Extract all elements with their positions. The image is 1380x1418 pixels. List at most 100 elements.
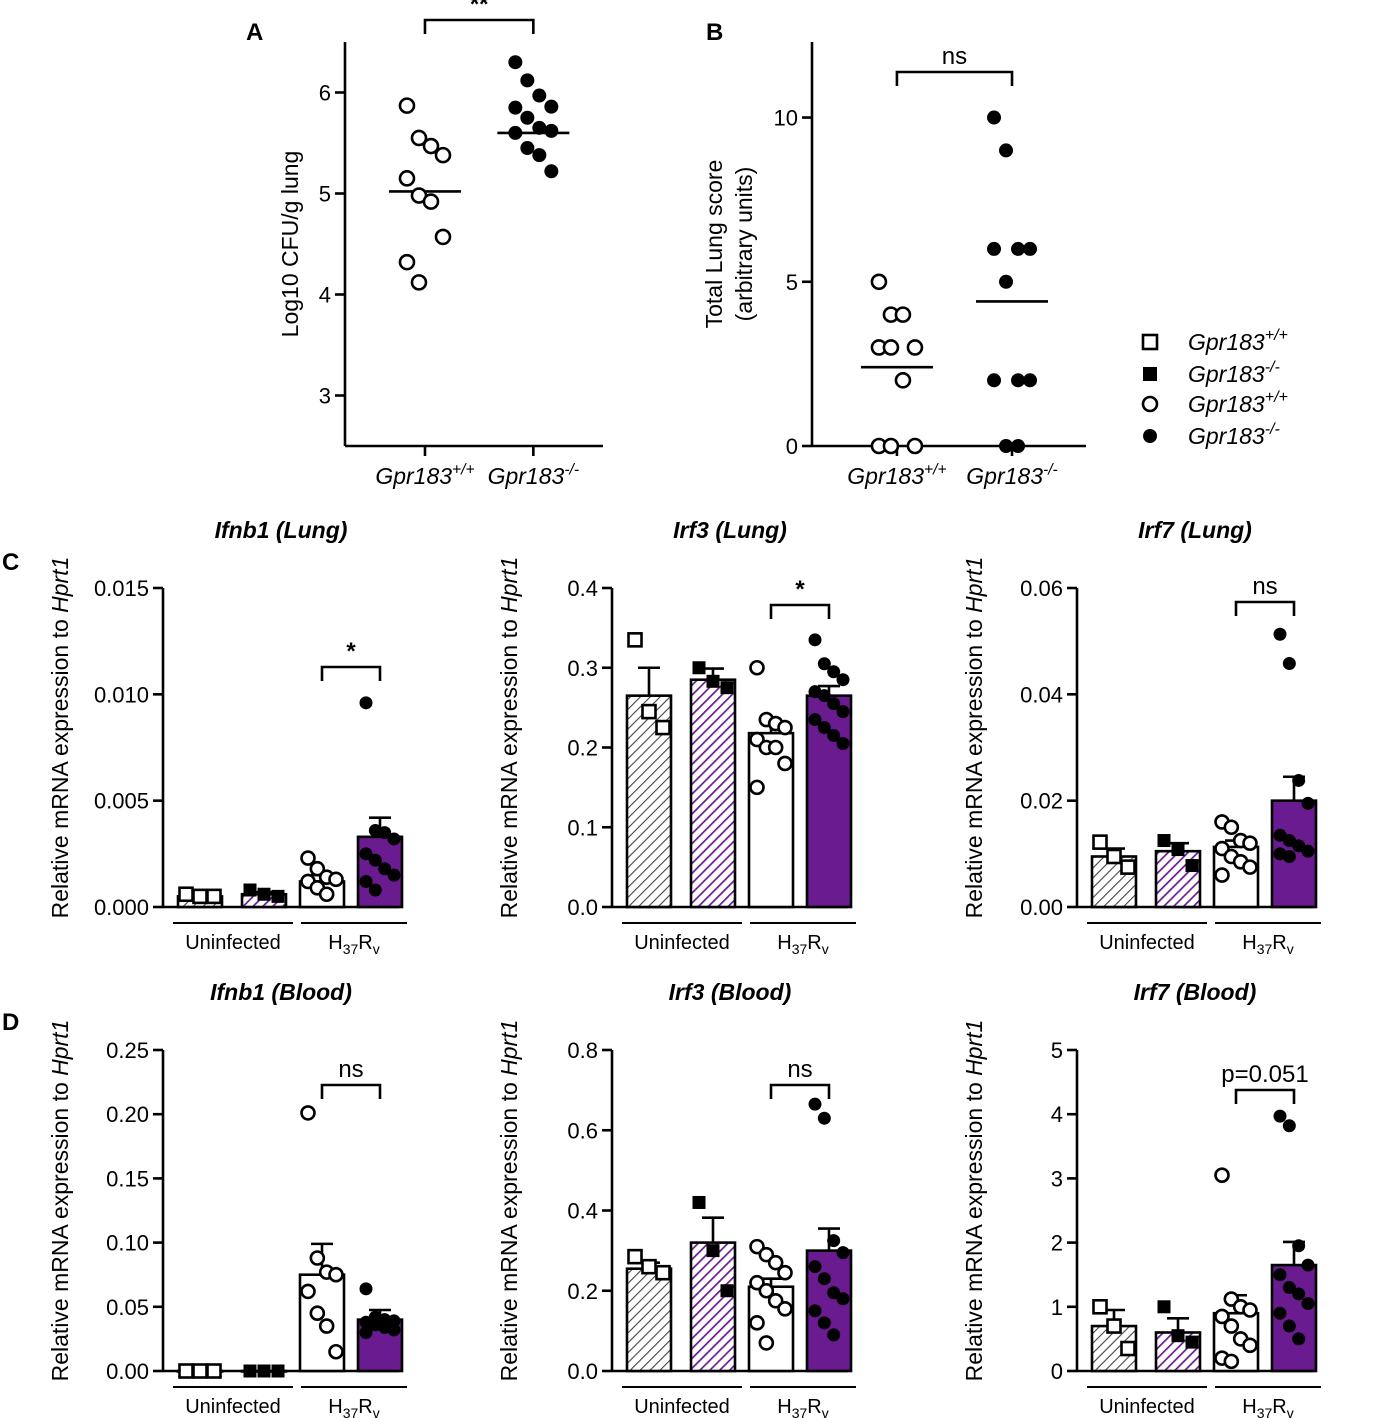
significance-bracket xyxy=(423,18,535,34)
data-point xyxy=(777,719,793,736)
data-point xyxy=(1011,241,1026,256)
data-point xyxy=(999,143,1014,158)
significance-label: ns xyxy=(338,1056,363,1083)
data-point xyxy=(1214,1167,1230,1183)
x-tick-label: Gpr183+/+ xyxy=(847,461,946,489)
legend-marker xyxy=(1143,367,1157,381)
chart-title: Irf7 (Blood) xyxy=(1134,979,1257,1005)
data-point xyxy=(520,141,535,156)
y-tick-label: 0.00 xyxy=(1020,895,1063,920)
y-tick-label: 0.0 xyxy=(567,1359,598,1384)
data-point xyxy=(1301,1258,1315,1272)
data-point xyxy=(808,1097,822,1111)
data-point xyxy=(1223,819,1240,836)
data-point xyxy=(1223,1318,1240,1334)
group-label-uninfected: Uninfected xyxy=(634,932,730,954)
significance-bracket xyxy=(769,1083,831,1099)
data-point xyxy=(655,1264,671,1281)
significance-bracket xyxy=(320,1083,382,1099)
chart-ifnb1-lung: 0.000 0.005 0.010 0.015 Ifnb1 (Lung) Relative… xyxy=(47,517,407,957)
significance-bracket xyxy=(769,603,831,619)
data-point xyxy=(544,123,559,138)
data-point xyxy=(359,874,373,888)
chart-panel-a: 3 4 5 6 Log10 CFU/g lung Gpr183+/+ Gpr183-/- ** xyxy=(277,0,603,489)
data-point xyxy=(1273,627,1287,641)
data-point xyxy=(808,633,822,647)
chart-irf7-lung: 0.00 0.02 0.04 0.06 Irf7 (Lung) Relative mRNA… xyxy=(961,517,1321,957)
data-point xyxy=(387,1314,401,1328)
y-axis-title: Relative mRNA expression to Hprt1 xyxy=(961,1020,987,1382)
data-point xyxy=(309,1250,326,1266)
y-tick-label: 0.010 xyxy=(94,682,149,707)
chart-panel-b: 0 5 10 Total Lung score (arbitrary units) Gpr… xyxy=(701,42,1086,489)
data-point xyxy=(882,339,900,356)
significance-label: ns xyxy=(787,1056,812,1083)
data-point xyxy=(1242,1302,1258,1318)
data-point xyxy=(817,657,831,671)
y-axis-title: Relative mRNA expression to Hprt1 xyxy=(961,557,987,919)
data-point xyxy=(1282,849,1296,863)
y-tick-label: 0.2 xyxy=(567,736,598,761)
group-label-h37rv: H37Rv xyxy=(777,932,828,957)
data-point xyxy=(767,1254,784,1271)
chart-irf7-blood: 0 1 2 3 4 5 Irf7 (Blood) Relative mRNA expressi… xyxy=(961,979,1321,1418)
y-tick-label: 0.2 xyxy=(567,1279,598,1304)
data-point xyxy=(827,1328,841,1342)
y-axis-title: Relative mRNA expression to Hprt1 xyxy=(496,557,522,919)
data-point xyxy=(1273,1268,1287,1282)
data-point xyxy=(520,110,535,125)
data-point xyxy=(817,1272,831,1286)
y-axis-title: Relative mRNA expression to Hprt1 xyxy=(47,1020,73,1382)
y-tick-label: 5 xyxy=(1051,1038,1063,1063)
data-point xyxy=(987,373,1002,388)
y-tick-label: 5 xyxy=(319,182,331,207)
data-point xyxy=(328,1343,344,1360)
data-point xyxy=(532,88,547,103)
data-point xyxy=(1120,859,1136,875)
data-point xyxy=(1106,848,1122,865)
y-axis-title: Log10 CFU/g lung xyxy=(277,151,303,338)
data-point xyxy=(422,193,440,210)
y-tick-label: 0.015 xyxy=(94,576,149,601)
y-axis-title: (arbitrary units) xyxy=(731,167,757,322)
data-point xyxy=(720,681,734,695)
y-axis-title: Relative mRNA expression to Hprt1 xyxy=(47,557,73,919)
data-point xyxy=(1214,1308,1230,1325)
data-point xyxy=(808,1304,822,1318)
data-point xyxy=(1120,1340,1136,1357)
data-point xyxy=(1011,373,1026,388)
data-point xyxy=(1242,859,1258,875)
significance-bracket xyxy=(1234,1088,1296,1104)
data-point xyxy=(309,1305,326,1322)
chart-title: Ifnb1 (Blood) xyxy=(210,979,352,1005)
data-point xyxy=(999,439,1014,453)
data-point xyxy=(1242,1337,1258,1354)
data-point xyxy=(1292,1332,1306,1346)
data-point xyxy=(271,1364,285,1378)
data-point xyxy=(817,689,831,703)
data-point xyxy=(359,1282,373,1296)
significance-bracket xyxy=(320,665,382,681)
significance-label: ns xyxy=(1252,573,1277,600)
legend-marker xyxy=(1141,395,1159,413)
data-point xyxy=(206,888,222,905)
group-label-uninfected: Uninfected xyxy=(634,1396,730,1418)
data-point xyxy=(192,1363,208,1379)
y-tick-label: 0.06 xyxy=(1020,576,1063,601)
y-tick-label: 0.02 xyxy=(1020,789,1063,814)
y-tick-label: 3 xyxy=(1051,1166,1063,1191)
significance-label: p=0.051 xyxy=(1221,1061,1308,1088)
data-point xyxy=(749,1315,765,1331)
data-point xyxy=(318,886,335,903)
y-tick-label: 5 xyxy=(786,270,798,295)
group-label-h37rv: H37Rv xyxy=(328,932,379,957)
data-point xyxy=(257,887,271,901)
data-point xyxy=(827,1234,841,1248)
data-point xyxy=(777,755,793,772)
data-point xyxy=(627,1248,643,1265)
significance-bracket xyxy=(895,70,1014,86)
data-point xyxy=(894,306,912,323)
data-point xyxy=(777,1301,793,1317)
y-tick-label: 0.005 xyxy=(94,789,149,814)
